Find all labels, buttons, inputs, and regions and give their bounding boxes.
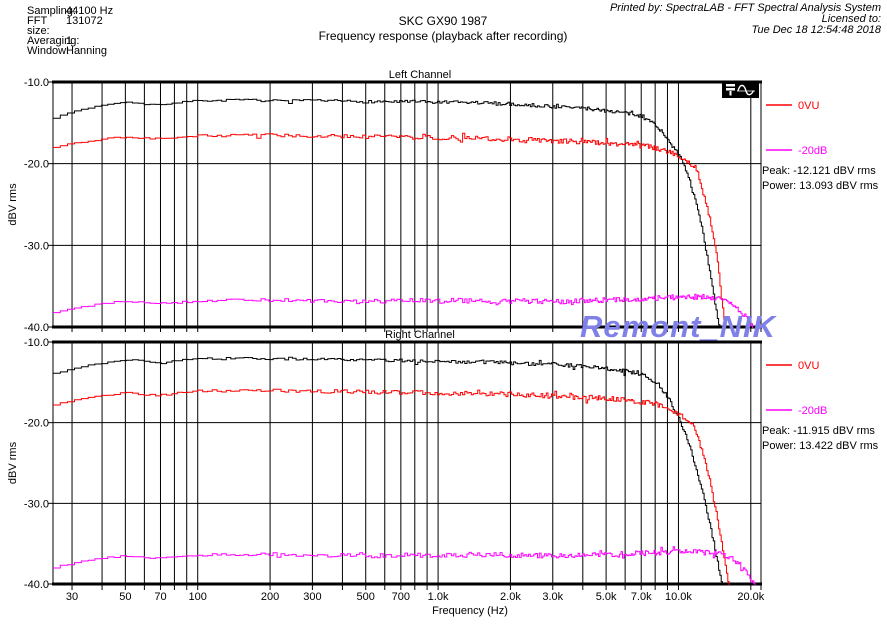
x-tick-label: 20.0k bbox=[737, 591, 764, 603]
channel-title: Left Channel bbox=[389, 69, 451, 81]
y-tick-label: -30.0 bbox=[24, 240, 49, 252]
legend-label: -20dB bbox=[798, 405, 827, 417]
panel-left-channel: -10.0 -20.0 -30.0 -40.0 dBV rms Left Channel 0… bbox=[7, 69, 879, 334]
param-value: 44100 Hz bbox=[66, 5, 114, 17]
channel-title: Right Channel bbox=[385, 329, 455, 341]
x-tick-label: 70 bbox=[154, 591, 166, 603]
param-row: Averaging: 1 bbox=[27, 35, 113, 47]
legend-label: 0VU bbox=[798, 360, 819, 372]
overlay-toolbar-icon bbox=[722, 81, 759, 98]
stats-text: Power: 13.422 dBV rms bbox=[762, 440, 879, 452]
x-tick-label: 5.0k bbox=[596, 591, 617, 603]
param-label: Averaging: bbox=[27, 35, 80, 47]
x-tick-label: 500 bbox=[357, 591, 375, 603]
stats-text: Power: 13.093 dBV rms bbox=[762, 180, 879, 192]
x-tick-label: 700 bbox=[392, 591, 410, 603]
x-tick-label: 7.0k bbox=[631, 591, 652, 603]
y-axis-label: dBV rms bbox=[7, 183, 19, 226]
x-tick-label: 3.0k bbox=[542, 591, 563, 603]
printed-date: Tue Dec 18 12:54:48 2018 bbox=[751, 24, 881, 36]
panel-right-channel: -10.0 -20.0 -30.0 -40.0 dBV rms Right Channel… bbox=[7, 329, 879, 617]
x-tick-label: 30 bbox=[66, 591, 78, 603]
y-tick-label: -10.0 bbox=[24, 77, 49, 89]
analysis-params: Sampling: 44100 Hz FFT size: 131072 Aver… bbox=[27, 5, 114, 57]
stats-text: Peak: -11.915 dBV rms bbox=[762, 425, 875, 437]
x-tick-label: 10.0k bbox=[665, 591, 692, 603]
x-tick-label: 2.0k bbox=[500, 591, 521, 603]
x-tick-label: 300 bbox=[303, 591, 321, 603]
x-tick-label: 1.0k bbox=[428, 591, 449, 603]
title-line-2: Frequency response (playback after recor… bbox=[318, 29, 568, 43]
trace-0vu bbox=[53, 132, 726, 328]
param-label: Sampling: bbox=[27, 5, 76, 17]
trace--20db bbox=[53, 546, 756, 585]
licensed-to: Licensed to: bbox=[821, 13, 881, 25]
trace-record-spectrum bbox=[53, 356, 723, 585]
printed-by: Printed by: SpectraLAB - FFT Spectral An… bbox=[609, 2, 881, 14]
y-tick-label: -10.0 bbox=[24, 337, 49, 349]
x-tick-label: 100 bbox=[189, 591, 207, 603]
param-row: Window: Hanning bbox=[27, 45, 113, 57]
trace-0vu bbox=[53, 388, 730, 585]
trace-record-spectrum bbox=[53, 98, 721, 328]
param-label: FFT size: bbox=[27, 15, 50, 37]
pin-icon bbox=[726, 84, 735, 87]
y-tick-label: -40.0 bbox=[24, 579, 49, 591]
x-tick-label: 200 bbox=[261, 591, 279, 603]
param-value: 1 bbox=[66, 35, 73, 47]
param-label: Window: bbox=[27, 45, 70, 57]
y-tick-label: -30.0 bbox=[24, 498, 49, 510]
x-tick-label: 50 bbox=[119, 591, 131, 603]
traces bbox=[53, 356, 756, 585]
y-tick-label: -20.0 bbox=[24, 159, 49, 171]
legend-label: -20dB bbox=[798, 145, 827, 157]
title-line-1: SKC GX90 1987 bbox=[398, 14, 488, 28]
printed-by-block: Printed by: SpectraLAB - FFT Spectral An… bbox=[610, 3, 881, 36]
watermark: Remont_NIK bbox=[580, 309, 777, 344]
page-title: SKC GX90 1987 Frequency response (playba… bbox=[243, 14, 643, 44]
param-row: FFT size: 131072 bbox=[27, 15, 113, 37]
y-tick-label: -20.0 bbox=[24, 418, 49, 430]
param-value: 131072 bbox=[66, 15, 103, 27]
param-value: Hanning bbox=[66, 45, 107, 57]
y-axis-label: dBV rms bbox=[7, 441, 19, 484]
y-tick-label: -40.0 bbox=[24, 322, 49, 334]
param-row: Sampling: 44100 Hz bbox=[27, 5, 114, 17]
stats-text: Peak: -12.121 dBV rms bbox=[762, 165, 876, 177]
trace--20db bbox=[53, 293, 753, 328]
x-axis-label: Frequency (Hz) bbox=[432, 605, 508, 617]
legend-label: 0VU bbox=[798, 100, 819, 112]
traces bbox=[53, 98, 753, 328]
